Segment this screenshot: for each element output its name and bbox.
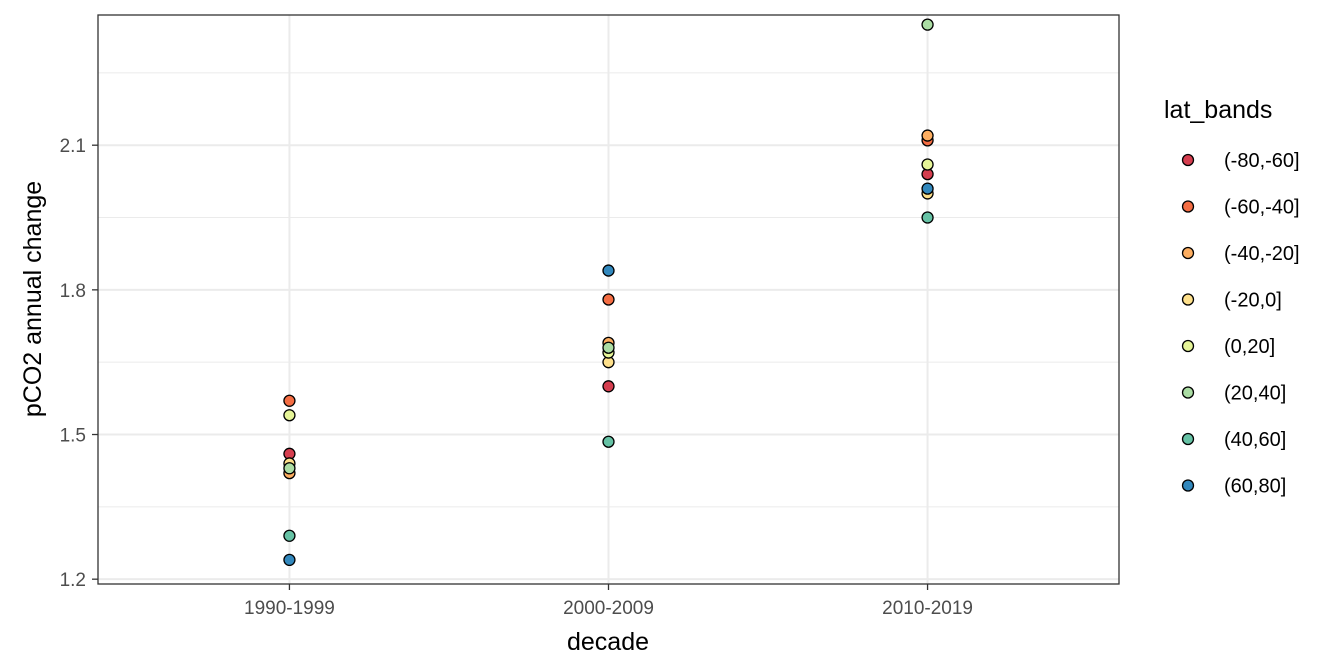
- y-tick-label: 1.2: [60, 570, 86, 591]
- data-point: [283, 553, 296, 567]
- legend-key: [1181, 479, 1195, 492]
- x-tick-label: 2000-2009: [563, 598, 654, 619]
- data-point: [283, 462, 296, 475]
- major-gridlines: [98, 15, 1119, 584]
- data-point: [921, 211, 934, 224]
- x-tick-label: 1990-1999: [244, 598, 335, 619]
- legend-label: (0,20]: [1224, 336, 1275, 358]
- legend-label: (-80,-60]: [1224, 150, 1300, 172]
- data-point: [921, 182, 934, 195]
- x-axis: 1990-1999 2000-2009 2010-2019: [244, 584, 973, 619]
- y-tick-label: 2.1: [60, 136, 86, 157]
- y-tick-label: 1.8: [60, 281, 86, 302]
- x-tick-label: 2010-2019: [882, 598, 973, 619]
- legend-label: (-40,-20]: [1224, 243, 1300, 265]
- data-point: [283, 409, 296, 422]
- data-point: [602, 341, 615, 354]
- data-point: [283, 394, 296, 407]
- y-axis-title: pCO2 annual change: [19, 181, 47, 417]
- data-point: [602, 264, 615, 277]
- data-point: [921, 18, 934, 31]
- legend-label: (40,60]: [1224, 429, 1286, 451]
- data-point: [921, 158, 934, 171]
- y-tick-label: 1.5: [60, 426, 86, 447]
- legend-key: [1181, 246, 1195, 260]
- data-points: [283, 18, 934, 567]
- data-point: [283, 529, 296, 542]
- y-axis: 1.2 1.5 1.8 2.1: [60, 136, 98, 591]
- legend-key: [1181, 293, 1195, 306]
- legend-key: [1181, 200, 1195, 213]
- x-axis-title: decade: [567, 628, 649, 656]
- legend-key: [1181, 432, 1195, 446]
- legend-label: (60,80]: [1224, 476, 1286, 498]
- legend-key: [1181, 339, 1195, 353]
- data-point: [602, 380, 615, 393]
- legend-label: (-60,-40]: [1224, 197, 1300, 219]
- data-point: [602, 293, 615, 306]
- data-point: [921, 129, 934, 142]
- legend-label: (20,40]: [1224, 383, 1286, 405]
- legend-key: [1181, 153, 1195, 167]
- legend-label: (-20,0]: [1224, 290, 1282, 312]
- legend: lat_bands (-80,-60] (-60,-40] (-40,-20] (-2…: [1164, 96, 1300, 498]
- legend-title: lat_bands: [1164, 96, 1272, 124]
- legend-key: [1181, 386, 1195, 399]
- data-point: [602, 435, 615, 448]
